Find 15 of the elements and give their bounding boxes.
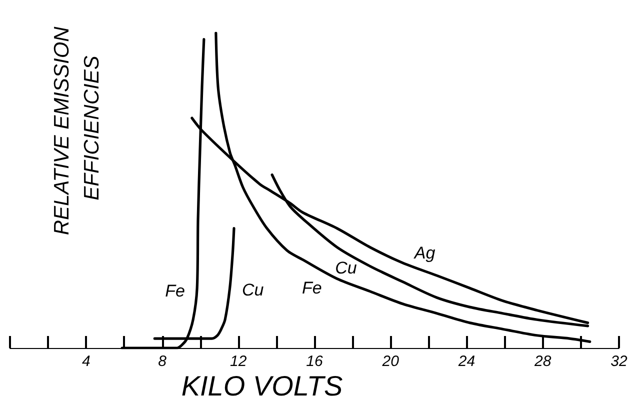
x-tick-label: 20 [381, 353, 400, 370]
x-tick-label: 28 [534, 353, 552, 370]
x-tick-label: 8 [158, 353, 168, 370]
series-label: Fe [165, 282, 185, 301]
series-label: Cu [335, 258, 358, 278]
y-axis-title: RELATIVE EMISSION EFFICIENCIES [50, 20, 104, 236]
series-label: Fe [302, 278, 322, 298]
x-tick-label: 16 [306, 353, 324, 370]
x-axis-title: KILO VOLTS [181, 370, 343, 402]
series-label: Ag [413, 243, 436, 262]
series-label: Cu [242, 280, 264, 300]
x-tick-label: 12 [230, 353, 248, 370]
x-tick-label: 32 [610, 353, 628, 370]
x-tick-label: 24 [457, 353, 476, 370]
x-tick-label: 4 [82, 353, 90, 370]
